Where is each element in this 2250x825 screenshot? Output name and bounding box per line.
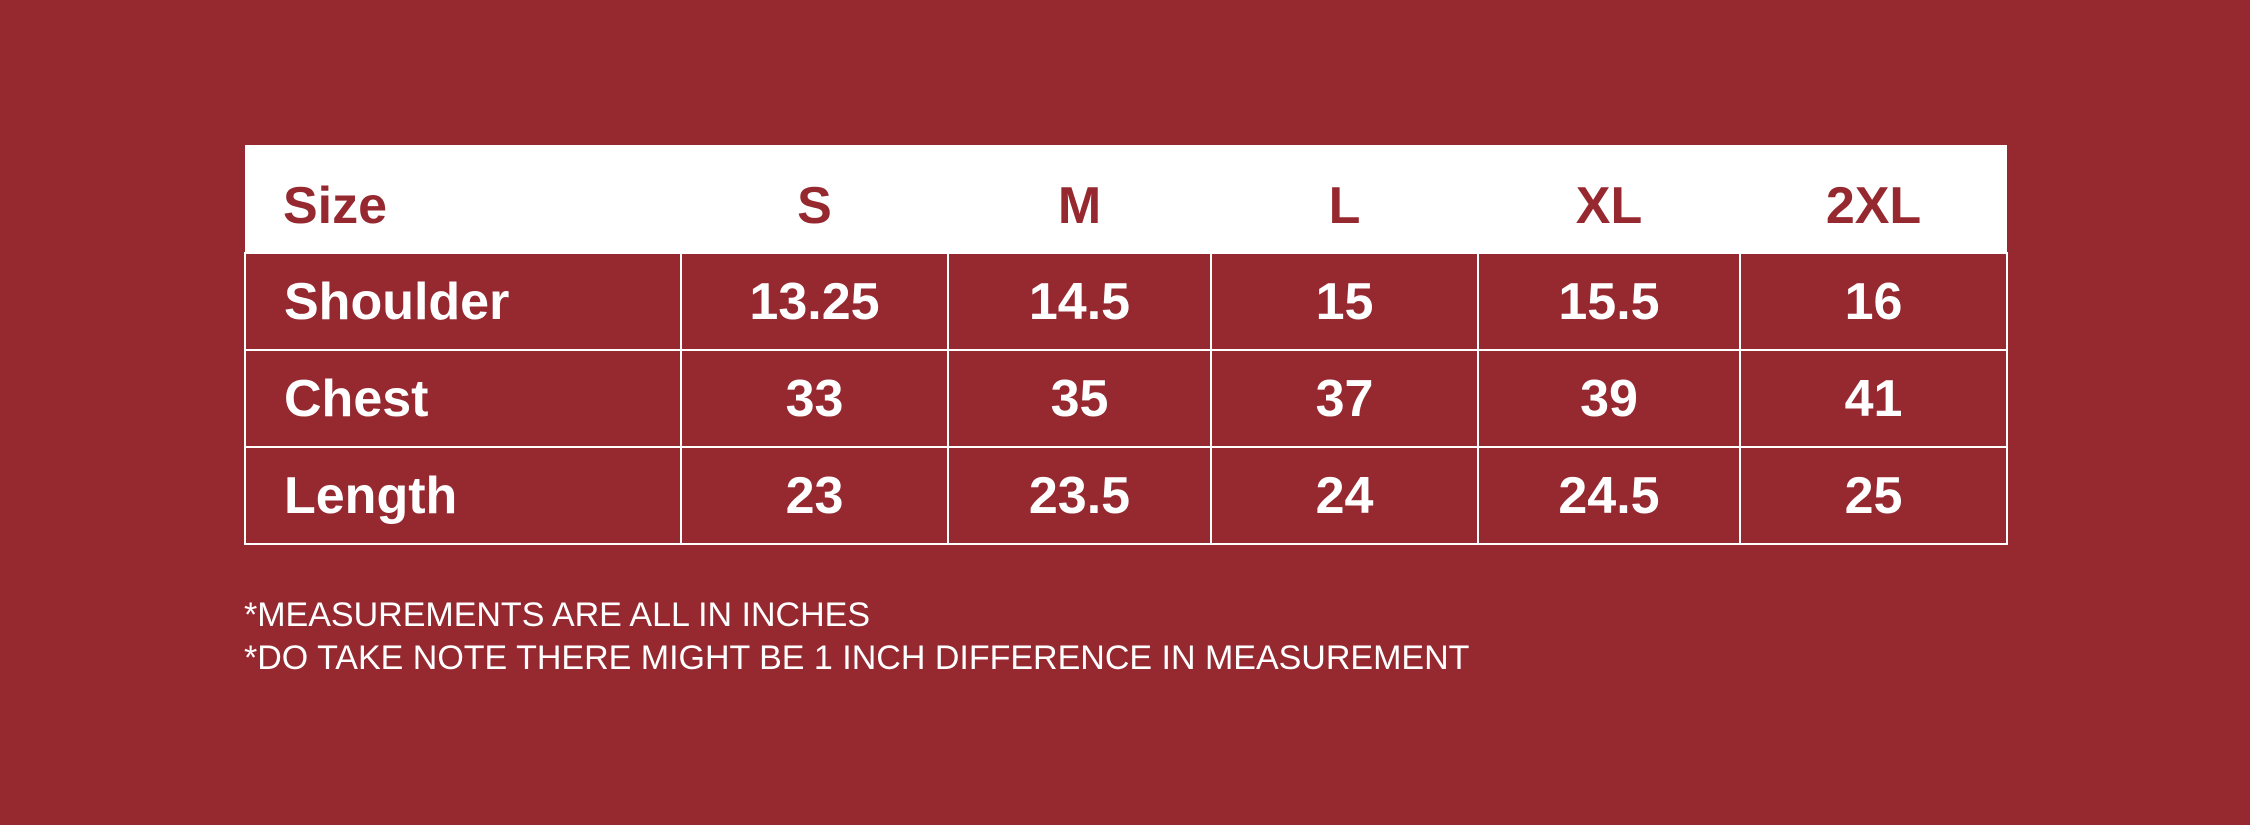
table-cell: 16 [1739,252,2008,351]
table-cell: 39 [1477,349,1741,448]
table-cell: 33 [680,349,949,448]
table-cell: 37 [1210,349,1479,448]
header-cell: XL [1575,176,1643,235]
table-cell: 15.5 [1477,252,1741,351]
table-cell: 14.5 [947,252,1212,351]
table-row: Length 23 23.5 24 24.5 25 [244,446,2008,545]
row-label: Shoulder [244,252,682,351]
notes: *MEASUREMENTS ARE ALL IN INCHES *DO TAKE … [244,594,1469,680]
table-cell: 13.25 [680,252,949,351]
row-label: Length [244,446,682,545]
header-cell: 2XL [1825,176,1922,235]
table-cell: 23.5 [947,446,1212,545]
table-cell: 15 [1210,252,1479,351]
table-row: Chest 33 35 37 39 41 [244,349,2008,448]
table-cell: 24 [1210,446,1479,545]
table-cell: 25 [1739,446,2008,545]
size-table: Size S M L XL 2XL Shoulder 13.25 14.5 15 15.5 16 Ch… [244,145,2008,545]
table-cell: 24.5 [1477,446,1741,545]
row-label: Chest [244,349,682,448]
header-cell: M [1057,176,1102,235]
table-cell: 23 [680,446,949,545]
header-cell: L [1328,176,1361,235]
header-row: Size S M L XL 2XL [245,145,2007,253]
note: *MEASUREMENTS ARE ALL IN INCHES [244,596,871,634]
header-cell: Size [283,176,388,235]
table-cell: 35 [947,349,1212,448]
header-cell: S [797,176,832,235]
table-body: Shoulder 13.25 14.5 15 15.5 16 Chest 33 35 37 39 41… [244,252,2008,545]
table-cell: 41 [1739,349,2008,448]
table-row: Shoulder 13.25 14.5 15 15.5 16 [244,252,2008,351]
note: *DO TAKE NOTE THERE MIGHT BE 1 INCH DIFF… [244,639,1470,677]
